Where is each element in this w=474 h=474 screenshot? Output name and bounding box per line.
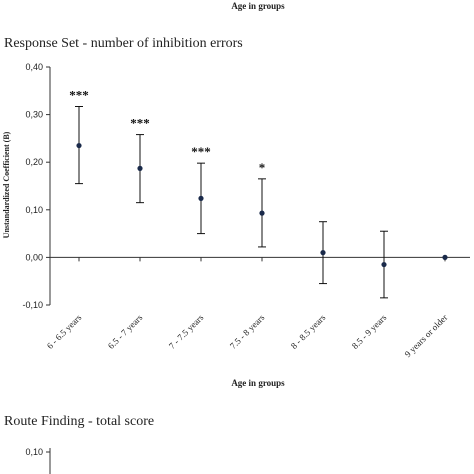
data-point (198, 195, 204, 201)
chart-response-set: Response Set - number of inhibition erro… (2, 36, 470, 388)
y-tick-label-2: 0,10 (25, 447, 43, 457)
x-tick-label: 6 - 6.5 years (45, 312, 84, 351)
chart-marks: ********** (69, 88, 448, 299)
significance-label: *** (191, 144, 211, 159)
data-point (320, 250, 326, 256)
y-tick-label: 0,00 (25, 252, 43, 262)
x-tick-label: 9 years or older (403, 312, 450, 359)
x-tick-label: 7 - 7.5 years (167, 312, 206, 351)
x-tick-label: 6.5 - 7 years (106, 312, 145, 351)
data-point (76, 142, 82, 149)
chart-title-2: Route Finding - total score (4, 414, 154, 429)
significance-label: * (259, 160, 266, 175)
y-tick-label: 0,10 (25, 205, 43, 215)
top-axis-label: Age in groups (231, 1, 285, 11)
significance-label: *** (69, 88, 89, 103)
y-tick-label: 0,20 (25, 157, 43, 167)
x-tick-label: 8 - 8.5 years (289, 312, 328, 351)
chart-axes (49, 67, 470, 305)
significance-label: *** (130, 116, 150, 131)
chart-title: Response Set - number of inhibition erro… (4, 36, 243, 51)
x-ticks: 6 - 6.5 years 6.5 - 7 years 7 - 7.5 years 7… (45, 257, 450, 359)
y-axis-label: Unstandardized Coefficient (B) (2, 131, 11, 238)
chart-route-finding: Route Finding - total score 0,10 (4, 414, 154, 474)
y-ticks: -0,10 0,00 0,10 0,20 0,30 0,40 (22, 62, 50, 310)
y-tick-label: -0,10 (22, 300, 43, 310)
x-tick-label: 8.5 - 9 years (350, 312, 389, 351)
x-tick-label: 7.5 - 8 years (228, 312, 267, 351)
data-point (442, 254, 448, 260)
y-tick-label: 0,40 (25, 62, 43, 72)
data-point (381, 261, 387, 268)
y-tick-label: 0,30 (25, 110, 43, 120)
data-point (137, 165, 143, 171)
x-axis-label: Age in groups (231, 378, 285, 388)
data-point (259, 210, 265, 216)
chart-axes-2: 0,10 (25, 447, 51, 474)
